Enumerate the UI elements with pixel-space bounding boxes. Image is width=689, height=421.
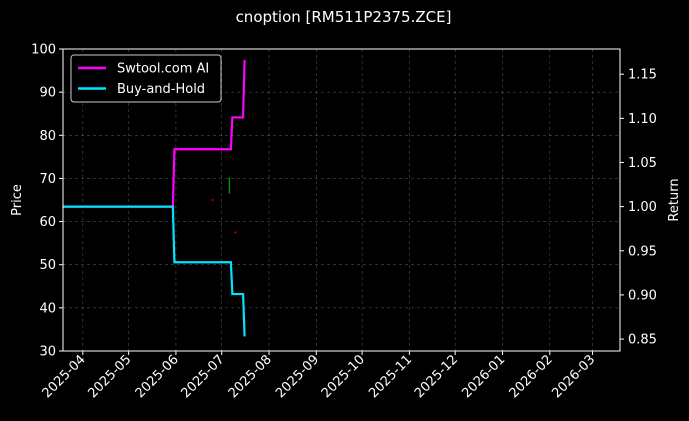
plot-area: [63, 60, 246, 337]
y-tick-label-left: 80: [39, 129, 56, 144]
signal-marker: [234, 231, 237, 234]
y-tick-label-left: 90: [39, 86, 56, 101]
y-tick-label-right: 0.85: [628, 333, 657, 348]
y-tick-label-right: 1.05: [628, 156, 657, 171]
axes-frame: [62, 48, 621, 352]
y-axis-label-right: Return: [667, 178, 682, 221]
y-tick-label-left: 30: [39, 345, 56, 360]
legend-label-0: Swtool.com AI: [117, 62, 209, 77]
y-tick-label-right: 1.15: [628, 68, 657, 83]
y-tick-label-left: 50: [39, 258, 56, 273]
legend-box: [70, 54, 222, 103]
legend: Swtool.com AI Buy-and-Hold: [70, 54, 222, 103]
y-tick-label-right: 1.10: [628, 112, 657, 127]
y-tick-label-right: 1.00: [628, 200, 657, 215]
y-tick-label-left: 70: [39, 172, 56, 187]
y-tick-label-left: 60: [39, 215, 56, 230]
series-line-1: [63, 205, 246, 337]
y-tick-label-right: 0.90: [628, 288, 657, 303]
legend-label-1: Buy-and-Hold: [117, 82, 205, 97]
signal-marker: [211, 199, 214, 201]
y-tick-label-right: 0.95: [628, 244, 657, 259]
y-tick-label-left: 40: [39, 301, 56, 316]
y-axis-label-left: Price: [10, 184, 25, 216]
chart-title: cnoption [RM511P2375.ZCE]: [236, 8, 452, 26]
y-tick-label-left: 100: [31, 43, 56, 58]
